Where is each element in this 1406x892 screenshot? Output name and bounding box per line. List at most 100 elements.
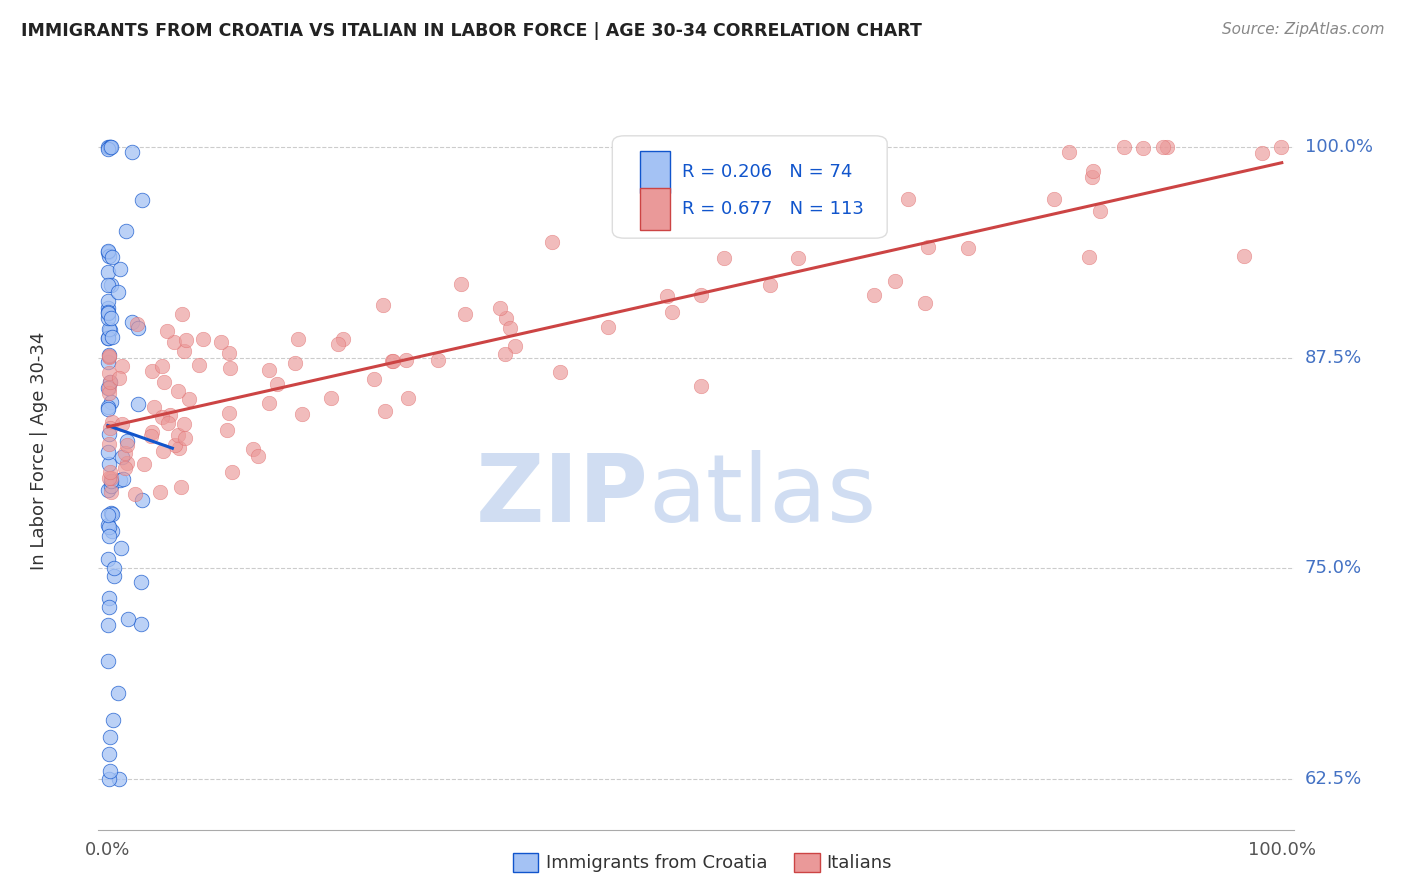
Point (193, 332, 215, 346)
Point (1232, 249, 1254, 263)
Point (97, 305, 120, 319)
Text: 62.5%: 62.5% (1305, 770, 1362, 788)
Point (110, 359, 132, 374)
Point (1114, 140, 1136, 154)
Point (101, 524, 124, 538)
Text: 75.0%: 75.0% (1305, 559, 1362, 577)
Point (450, 277, 472, 291)
Point (98, 376, 121, 390)
Point (495, 310, 517, 325)
Point (97, 301, 120, 315)
Point (100, 395, 122, 409)
Text: IMMIGRANTS FROM CROATIA VS ITALIAN IN LABOR FORCE | AGE 30-34 CORRELATION CHART: IMMIGRANTS FROM CROATIA VS ITALIAN IN LA… (21, 22, 922, 40)
FancyBboxPatch shape (640, 188, 669, 229)
Point (956, 241, 979, 255)
Point (242, 442, 264, 457)
Point (97, 245, 120, 260)
Text: 100.0%: 100.0% (1305, 138, 1372, 156)
Point (177, 392, 200, 406)
Point (1270, 140, 1292, 154)
Point (454, 307, 477, 321)
Point (101, 330, 124, 344)
Point (101, 415, 124, 429)
Point (129, 575, 152, 590)
Point (111, 417, 134, 431)
Point (97, 278, 120, 293)
Point (713, 251, 735, 265)
Point (98, 730, 121, 744)
Point (427, 353, 450, 368)
Point (598, 320, 620, 334)
Point (319, 392, 342, 406)
Point (98, 366, 121, 380)
Text: Immigrants from Croatia: Immigrants from Croatia (546, 854, 768, 871)
Text: R = 0.206   N = 74: R = 0.206 N = 74 (682, 163, 852, 181)
Point (100, 484, 122, 499)
Point (332, 332, 354, 346)
Point (655, 289, 678, 303)
Point (98, 323, 121, 337)
Point (173, 417, 195, 431)
Point (115, 438, 138, 452)
Point (1043, 192, 1066, 206)
Point (373, 298, 395, 312)
Point (156, 416, 179, 430)
Point (167, 384, 190, 399)
Point (98, 437, 121, 451)
Point (141, 364, 163, 378)
Point (98, 376, 121, 390)
Point (883, 273, 905, 287)
Point (108, 370, 131, 384)
Text: R = 0.677   N = 113: R = 0.677 N = 113 (682, 200, 863, 218)
Point (107, 685, 129, 699)
Point (503, 339, 526, 353)
Point (103, 561, 125, 575)
Text: In Labor Force | Age 30-34: In Labor Force | Age 30-34 (30, 331, 48, 570)
Point (98, 349, 121, 363)
Point (103, 568, 125, 582)
Text: atlas: atlas (648, 450, 876, 542)
Point (97, 400, 120, 414)
Point (283, 356, 305, 370)
Point (101, 250, 124, 264)
Point (111, 472, 134, 486)
Point (100, 506, 122, 520)
Point (1077, 251, 1099, 265)
Point (117, 612, 139, 626)
Point (97, 402, 120, 417)
Point (1152, 140, 1174, 154)
Point (108, 473, 131, 487)
Point (100, 479, 122, 493)
Point (218, 345, 240, 359)
FancyBboxPatch shape (613, 136, 887, 238)
Point (827, 213, 849, 227)
Point (257, 362, 280, 376)
Point (121, 315, 143, 329)
Point (97, 265, 120, 279)
Point (1156, 140, 1178, 154)
Point (494, 347, 516, 361)
Point (153, 376, 176, 390)
Point (108, 772, 131, 786)
Point (98, 421, 121, 435)
Point (98, 519, 121, 533)
Point (114, 446, 136, 460)
Point (758, 278, 780, 293)
Point (98, 322, 121, 336)
Point (143, 400, 166, 414)
Point (97, 249, 120, 263)
Point (98, 140, 121, 154)
Point (110, 541, 132, 555)
Point (221, 465, 243, 479)
Point (117, 434, 139, 448)
Point (97, 457, 120, 471)
Point (100, 508, 122, 522)
Point (97, 508, 120, 523)
Point (218, 406, 240, 420)
Point (97, 445, 120, 459)
Text: 87.5%: 87.5% (1305, 349, 1362, 367)
Point (107, 285, 129, 299)
Point (209, 334, 232, 349)
Point (114, 460, 136, 475)
Point (131, 492, 153, 507)
